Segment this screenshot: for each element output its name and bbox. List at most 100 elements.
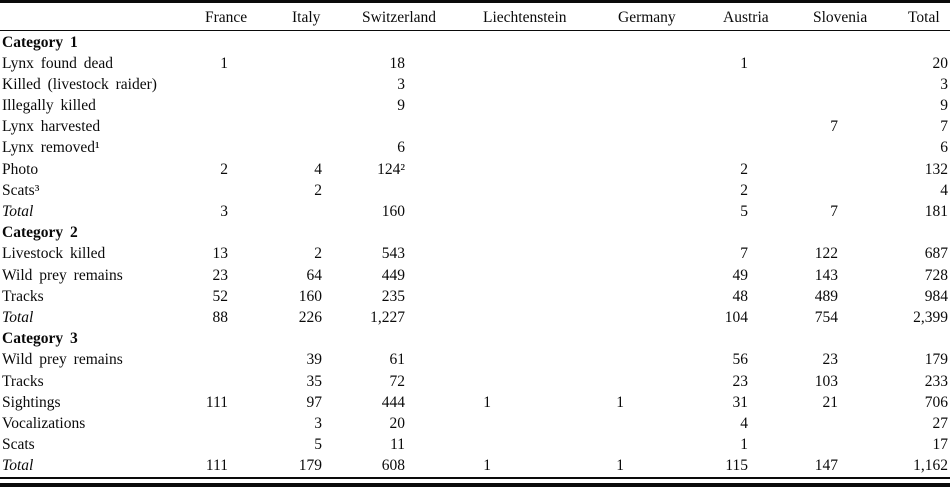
- row-label: Category 2: [2, 224, 78, 242]
- value-cell: [750, 413, 840, 434]
- value-cell: [493, 328, 626, 349]
- value-cell: 1,227: [370, 308, 405, 326]
- value-cell: [750, 222, 840, 243]
- value-cell: [750, 328, 840, 349]
- value-cell: [407, 53, 493, 74]
- value-cell: [493, 74, 626, 95]
- value-cell: 7: [830, 118, 838, 136]
- column-header-total: Total: [908, 9, 940, 26]
- value-cell: 449: [381, 266, 405, 284]
- value-cell: [182, 180, 230, 201]
- value-cell: [407, 413, 493, 434]
- column-header-austria: Austria: [723, 9, 769, 26]
- table-bottom-rule-thick: [0, 482, 950, 487]
- row-label: Wild prey remains: [2, 266, 123, 284]
- value-cell: 1: [616, 393, 624, 411]
- column-header-liechtenstein: Liechtenstein: [483, 9, 567, 26]
- value-cell: 706: [924, 393, 948, 411]
- value-cell: [182, 74, 230, 95]
- value-cell: 489: [814, 287, 838, 305]
- value-cell: [324, 116, 407, 137]
- value-cell: [750, 434, 840, 455]
- value-cell: [230, 53, 324, 74]
- value-cell: 2: [314, 181, 322, 199]
- value-cell: [407, 307, 493, 328]
- value-cell: [493, 243, 626, 264]
- value-cell: 1,162: [913, 457, 948, 475]
- value-cell: 3: [940, 75, 948, 93]
- total-row: Total 3 160 5 7 181: [0, 201, 950, 222]
- value-cell: 132: [924, 160, 948, 178]
- value-cell: [407, 349, 493, 370]
- value-cell: [324, 328, 407, 349]
- table-row: Sightings 111 97 444 1 1 31 21 706: [0, 392, 950, 413]
- value-cell: [626, 328, 750, 349]
- value-cell: 1: [616, 457, 624, 475]
- category-row: Category 2: [0, 222, 950, 243]
- value-cell: 31: [732, 393, 749, 411]
- column-header-switzerland: Switzerland: [362, 9, 437, 26]
- value-cell: 1: [483, 393, 491, 411]
- value-cell: 2,399: [913, 308, 948, 326]
- value-cell: [493, 32, 626, 53]
- value-cell: 1: [740, 54, 748, 72]
- value-cell: [493, 53, 626, 74]
- value-cell: 4: [740, 414, 748, 432]
- row-label: Category 3: [2, 330, 78, 348]
- value-cell: 23: [732, 372, 749, 390]
- value-cell: [182, 371, 230, 392]
- row-label: Scats: [2, 436, 35, 454]
- row-label: Scats³: [2, 181, 40, 199]
- value-cell: 27: [932, 414, 949, 432]
- value-cell: [493, 159, 626, 180]
- value-cell: 160: [381, 203, 405, 220]
- value-cell: [182, 434, 230, 455]
- value-cell: 147: [814, 457, 838, 475]
- value-cell: 72: [389, 372, 406, 390]
- row-label: Lynx found dead: [2, 54, 114, 72]
- value-cell: 6: [940, 139, 948, 157]
- value-cell: [182, 32, 230, 53]
- value-cell: 2: [740, 160, 748, 178]
- category-row: Category 1: [0, 32, 950, 53]
- value-cell: 48: [732, 287, 749, 305]
- value-cell: [493, 286, 626, 307]
- value-cell: 103: [814, 372, 838, 390]
- value-cell: 122: [814, 245, 838, 263]
- table-header-row: France Italy Switzerland Liechtenstein Germa…: [0, 3, 950, 31]
- value-cell: [493, 116, 626, 137]
- value-cell: 1: [740, 436, 748, 454]
- value-cell: 115: [725, 457, 748, 475]
- value-cell: [182, 95, 230, 116]
- value-cell: 39: [306, 351, 323, 369]
- value-cell: 179: [298, 457, 322, 475]
- value-cell: 608: [381, 457, 405, 475]
- value-cell: [182, 349, 230, 370]
- value-cell: 111: [205, 393, 228, 411]
- value-cell: [407, 222, 493, 243]
- value-cell: 23: [822, 351, 839, 369]
- value-cell: [750, 95, 840, 116]
- value-cell: 3: [220, 203, 228, 220]
- table-row: Wild prey remains 39 61 56 23 179: [0, 349, 950, 370]
- value-cell: 2: [740, 181, 748, 199]
- table-top-rule: [0, 0, 950, 3]
- value-cell: 11: [390, 436, 405, 454]
- value-cell: 444: [381, 393, 405, 411]
- category-row: Category 3: [0, 328, 950, 349]
- column-header-slovenia: Slovenia: [813, 9, 868, 26]
- value-cell: 728: [924, 266, 948, 284]
- value-cell: 143: [814, 266, 838, 284]
- value-cell: 179: [924, 351, 948, 369]
- value-cell: [493, 201, 626, 222]
- row-label: Tracks: [2, 287, 44, 305]
- value-cell: 984: [924, 287, 948, 305]
- column-header-germany: Germany: [618, 9, 676, 26]
- value-cell: 160: [298, 287, 322, 305]
- value-cell: [626, 32, 750, 53]
- value-cell: [750, 53, 840, 74]
- value-cell: [182, 328, 230, 349]
- value-cell: [750, 180, 840, 201]
- value-cell: 23: [212, 266, 229, 284]
